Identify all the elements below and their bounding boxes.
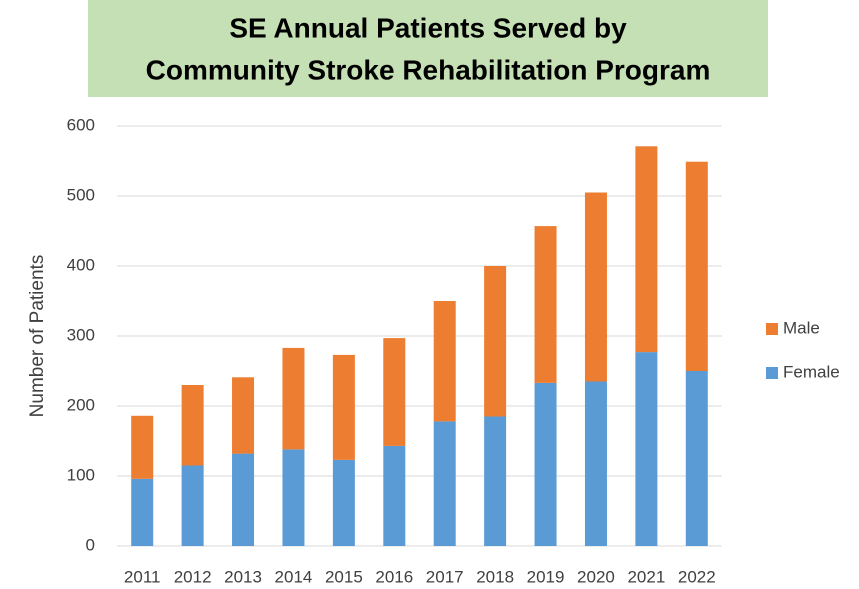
x-tick-label: 2022 <box>678 567 716 586</box>
x-tick-label: 2012 <box>174 567 212 586</box>
x-tick-label: 2019 <box>527 567 565 586</box>
x-tick-label: 2020 <box>577 567 615 586</box>
y-tick-label: 100 <box>67 465 95 484</box>
bar-segment <box>131 415 154 479</box>
bar-segment <box>433 421 456 546</box>
x-tick-label: 2011 <box>124 567 161 586</box>
y-tick-label: 300 <box>67 325 95 344</box>
y-tick-label: 200 <box>67 395 95 414</box>
bar-segment <box>433 301 456 422</box>
bar-segment <box>181 465 204 546</box>
chart-title: SE Annual Patients Served by <box>229 12 627 43</box>
bar-segment <box>584 192 607 382</box>
x-tick-label: 2014 <box>275 567 313 586</box>
bar-segment <box>534 382 557 546</box>
bar-segment <box>332 354 355 460</box>
bar-segment <box>282 347 305 450</box>
y-tick-label: 0 <box>86 535 95 554</box>
bar-segment <box>484 416 507 546</box>
bar-segment <box>685 161 708 371</box>
bar-segment <box>383 338 406 446</box>
y-tick-label: 500 <box>67 185 95 204</box>
bar-segment <box>635 352 658 546</box>
x-tick-label: 2016 <box>375 567 413 586</box>
bar-segment <box>584 381 607 546</box>
x-tick-label: 2013 <box>224 567 262 586</box>
bar-segment <box>232 377 255 454</box>
bar-segment <box>181 385 204 466</box>
bar-segment <box>131 478 154 546</box>
bar-segment <box>484 266 507 417</box>
x-tick-label: 2015 <box>325 567 363 586</box>
x-tick-label: 2018 <box>476 567 514 586</box>
bar-segment <box>332 459 355 546</box>
legend-swatch <box>766 367 778 379</box>
bar-segment <box>282 449 305 546</box>
legend-label: Female <box>783 362 840 381</box>
bar-segment <box>534 226 557 383</box>
y-tick-label: 400 <box>67 255 95 274</box>
bar-segment <box>383 445 406 546</box>
legend-label: Male <box>783 318 820 337</box>
legend-swatch <box>766 323 778 335</box>
bar-segment <box>685 371 708 546</box>
y-tick-label: 600 <box>67 115 95 134</box>
bar-segment <box>232 453 255 546</box>
title-box <box>88 0 768 97</box>
chart-title: Community Stroke Rehabilitation Program <box>146 54 711 85</box>
bar-segment <box>635 146 658 353</box>
x-tick-label: 2017 <box>426 567 464 586</box>
x-tick-label: 2021 <box>627 567 665 586</box>
y-axis-label: Number of Patients <box>27 255 48 418</box>
